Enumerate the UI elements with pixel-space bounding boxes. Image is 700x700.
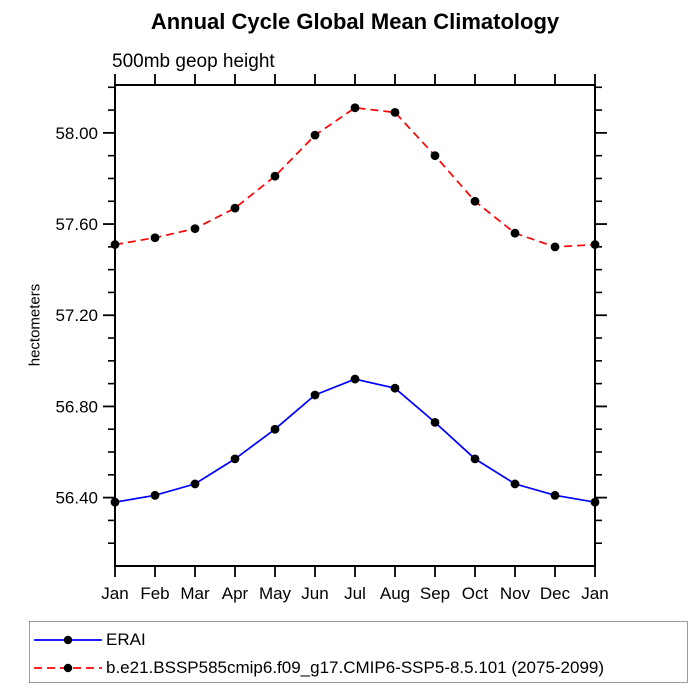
y-tick-label: 56.40	[55, 489, 98, 508]
x-tick-label: Oct	[462, 584, 489, 603]
data-point	[110, 240, 120, 249]
series-line-1	[114, 106, 596, 248]
x-tick-label: Jul	[344, 584, 366, 603]
x-tick-label: Nov	[500, 584, 531, 603]
data-point	[510, 479, 520, 489]
data-point	[550, 242, 560, 252]
legend-box: ERAI b.e21.BSSP585cmip6.f09_g17.CMIP6-SS…	[29, 621, 688, 683]
data-point	[470, 196, 480, 206]
x-tick-label: Feb	[140, 584, 169, 603]
legend-label-model: b.e21.BSSP585cmip6.f09_g17.CMIP6-SSP5-8.…	[106, 658, 605, 677]
data-point	[350, 374, 360, 384]
legend-item-model: b.e21.BSSP585cmip6.f09_g17.CMIP6-SSP5-8.…	[33, 654, 687, 682]
x-tick-label: Dec	[540, 584, 571, 603]
legend-marker-icon	[63, 635, 73, 645]
x-tick-label: Apr	[222, 584, 249, 603]
data-point	[190, 224, 200, 234]
chart-subtitle: 500mb geop height	[112, 51, 275, 72]
x-tick-label: Aug	[380, 584, 410, 603]
data-point	[270, 171, 280, 181]
x-tick-label: Jan	[581, 584, 608, 603]
data-point	[150, 233, 160, 243]
data-point	[350, 103, 360, 113]
y-tick-label: 58.00	[55, 124, 98, 143]
legend-marker-icon	[63, 663, 73, 673]
data-point	[110, 497, 120, 507]
data-point	[550, 490, 560, 500]
data-point	[230, 454, 240, 464]
data-point	[150, 490, 160, 500]
data-point	[390, 107, 400, 117]
legend-item-erai: ERAI	[33, 626, 687, 654]
legend-label-erai: ERAI	[106, 630, 146, 649]
data-point	[510, 228, 520, 238]
x-tick-label: May	[259, 584, 292, 603]
series-line-0	[114, 378, 596, 504]
y-tick-label: 57.60	[55, 215, 98, 234]
x-tick-label: Jun	[301, 584, 328, 603]
data-point	[390, 383, 400, 393]
data-point	[230, 203, 240, 213]
data-point	[270, 424, 280, 434]
data-point	[310, 390, 320, 400]
legend-line-sample-model	[34, 663, 102, 673]
x-tick-label: Mar	[180, 584, 210, 603]
x-tick-label: Sep	[420, 584, 450, 603]
data-point	[590, 240, 600, 249]
data-point	[190, 479, 200, 489]
x-tick-label: Jan	[101, 584, 128, 603]
data-point	[430, 417, 440, 427]
chart-title: Annual Cycle Global Mean Climatology	[150, 9, 560, 34]
y-tick-label: 56.80	[55, 397, 98, 416]
data-point	[310, 130, 320, 140]
data-point	[590, 497, 600, 507]
legend-line-sample-erai	[34, 635, 102, 645]
plot-border	[114, 84, 596, 567]
data-point	[430, 151, 440, 161]
y-tick-label: 57.20	[55, 306, 98, 325]
data-point	[470, 454, 480, 464]
